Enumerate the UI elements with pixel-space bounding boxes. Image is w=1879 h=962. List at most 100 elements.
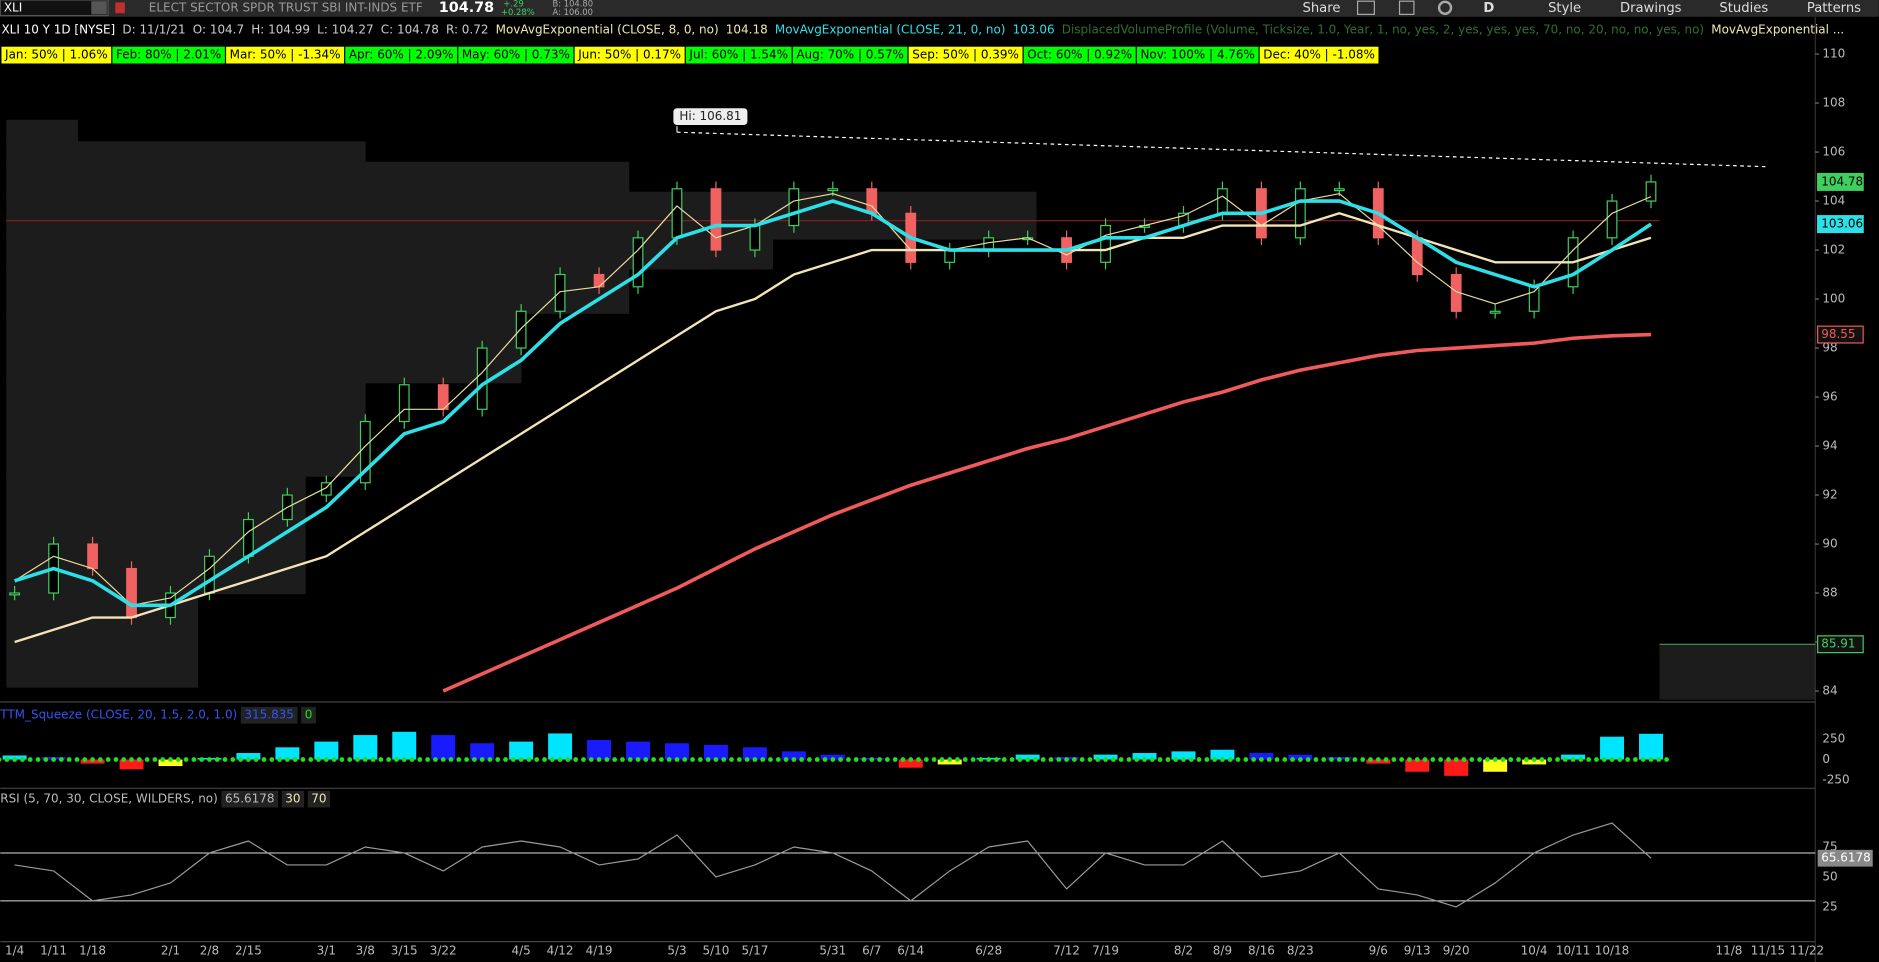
seasonality-item: Apr: 60% | 2.09%: [349, 48, 454, 62]
squeeze-dot: [1648, 757, 1654, 762]
momentum-bar: [314, 741, 339, 760]
candle: [1294, 188, 1306, 239]
header-item: MovAvgExponential (CLOSE, 8, 0, no): [496, 22, 719, 36]
squeeze-dot: [136, 757, 142, 762]
x-tick-label: 3/22: [430, 944, 457, 958]
squeeze-dot: [1017, 757, 1023, 762]
squeeze-dot: [1555, 757, 1560, 762]
squeeze-dot: [1360, 757, 1366, 762]
candle: [827, 188, 839, 192]
y-tick-label: 104: [1822, 194, 1845, 208]
seasonality-item: Jul: 60% | 1.54%: [688, 48, 788, 62]
header-item: C: 104.78: [381, 22, 439, 36]
squeeze-dot: [97, 757, 103, 762]
squeeze-dot: [846, 757, 851, 762]
x-tick-label: 3/15: [391, 944, 418, 958]
moving-average: [442, 332, 1652, 693]
settings-icon[interactable]: [1437, 0, 1453, 15]
squeeze-dot: [253, 757, 259, 762]
x-tick-label: 11/22: [1790, 944, 1825, 958]
squeeze-dot: [152, 757, 158, 762]
symbol-dropdown[interactable]: [91, 1, 107, 15]
squeeze-dot: [0, 757, 2, 762]
header-item: D: 11/1/21: [122, 22, 185, 36]
y-tick-label: 102: [1822, 243, 1845, 257]
squeeze-dot: [82, 757, 88, 762]
momentum-bar: [820, 754, 845, 760]
squeeze-dot: [1500, 757, 1506, 762]
patterns-button[interactable]: Patterns: [1807, 1, 1861, 16]
squeeze-dot: [362, 757, 368, 762]
x-tick-label: 5/10: [702, 944, 729, 958]
squeeze-dot: [838, 757, 844, 762]
y-tick-label: 108: [1822, 96, 1845, 110]
squeeze-dot: [768, 757, 773, 762]
share-button[interactable]: Share: [1302, 1, 1340, 16]
momentum-bar: [392, 731, 417, 760]
x-tick-label: 7/12: [1053, 944, 1080, 958]
period-button[interactable]: D: [1483, 1, 1494, 16]
x-tick-label: 8/23: [1287, 944, 1314, 958]
momentum-bar: [353, 735, 378, 760]
x-tick-label: 9/6: [1369, 944, 1388, 958]
squeeze-dot: [549, 757, 555, 762]
squeeze-dot: [66, 757, 72, 762]
y-tick-label: 92: [1822, 488, 1837, 502]
squeeze-dot: [916, 757, 921, 762]
squeeze-dot: [191, 757, 197, 762]
symbol-box[interactable]: [0, 0, 109, 17]
squeeze-dot: [339, 757, 345, 762]
link-icon[interactable]: [115, 2, 125, 14]
squeeze-dot: [955, 757, 960, 762]
squeeze-dot: [20, 757, 25, 762]
squeeze-dot: [705, 757, 711, 762]
squeeze-dot: [261, 757, 267, 762]
momentum-bar: [119, 759, 144, 770]
squeeze-dot: [471, 757, 477, 762]
squeeze-dot: [1009, 757, 1015, 762]
y-tick-label: 106: [1822, 145, 1845, 159]
squeeze-dot: [1562, 757, 1568, 762]
squeeze-dot: [1391, 757, 1397, 762]
squeeze-dot: [542, 757, 547, 762]
icon[interactable]: [1398, 0, 1415, 15]
x-tick-label: 8/16: [1248, 944, 1275, 958]
label-box: [281, 790, 305, 808]
header-item: MovAvgExponential ...: [1711, 22, 1844, 36]
studies-button[interactable]: Studies: [1719, 1, 1768, 16]
x-tick-label: 2/15: [235, 944, 262, 958]
icon[interactable]: [1357, 0, 1375, 15]
squeeze-dot: [1329, 757, 1334, 762]
seasonality-item: Oct: 60% | 0.92%: [1027, 48, 1132, 62]
squeeze-dot: [970, 757, 976, 762]
momentum-bar: [275, 747, 300, 760]
squeeze-dot: [199, 757, 205, 762]
header-item: MovAvgExponential (CLOSE, 21, 0, no): [775, 22, 1006, 36]
squeeze-dot: [947, 757, 953, 762]
squeeze-dot: [347, 757, 353, 762]
style-button[interactable]: Style: [1548, 1, 1581, 16]
toolbar-buttons: Share D Style Drawings Studies Patterns: [1302, 0, 1861, 16]
bid: B: 104.80: [553, 0, 594, 9]
candle: [359, 420, 371, 484]
squeeze-dot: [565, 757, 571, 762]
squeeze-dot: [277, 757, 282, 762]
momentum-bar: [626, 741, 650, 760]
squeeze-dot: [1469, 757, 1475, 762]
squeeze-dot: [74, 757, 80, 762]
squeeze-dot: [744, 757, 750, 762]
squeeze-dot: [752, 757, 758, 762]
squeeze-dot: [1640, 757, 1646, 762]
momentum-bar: [1483, 759, 1508, 772]
squeeze-dot: [557, 757, 563, 762]
momentum-bar: [1288, 754, 1313, 760]
squeeze-dot: [417, 757, 423, 762]
label-box: [221, 790, 279, 808]
drawings-button[interactable]: Drawings: [1620, 1, 1682, 16]
squeeze-dot: [1414, 757, 1420, 762]
x-tick-label: 9/13: [1404, 944, 1431, 958]
last-price: 104.78: [439, 0, 494, 16]
squeeze-dot: [1188, 757, 1194, 762]
candle: [126, 567, 137, 619]
label-box: [574, 46, 685, 64]
